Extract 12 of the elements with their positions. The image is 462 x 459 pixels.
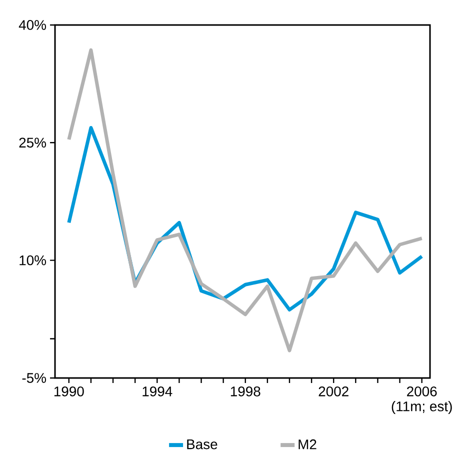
x-tick-label: 1990 — [54, 386, 84, 396]
y-tick-label: -5% — [22, 373, 46, 383]
legend-label: Base — [187, 440, 218, 450]
x-tick-label: 2006 (11m; est) — [392, 386, 452, 414]
y-tick-label: 25% — [19, 138, 46, 148]
x-tick-label: 2002 — [318, 386, 348, 396]
y-tick-label: 10% — [20, 255, 46, 266]
line-series — [67, 48, 424, 352]
legend-label: M2 — [298, 439, 316, 450]
y-tick-label: 40% — [18, 20, 46, 30]
x-tick-label: 1998 — [230, 386, 260, 396]
x-tick-label: 1994 — [142, 386, 172, 396]
